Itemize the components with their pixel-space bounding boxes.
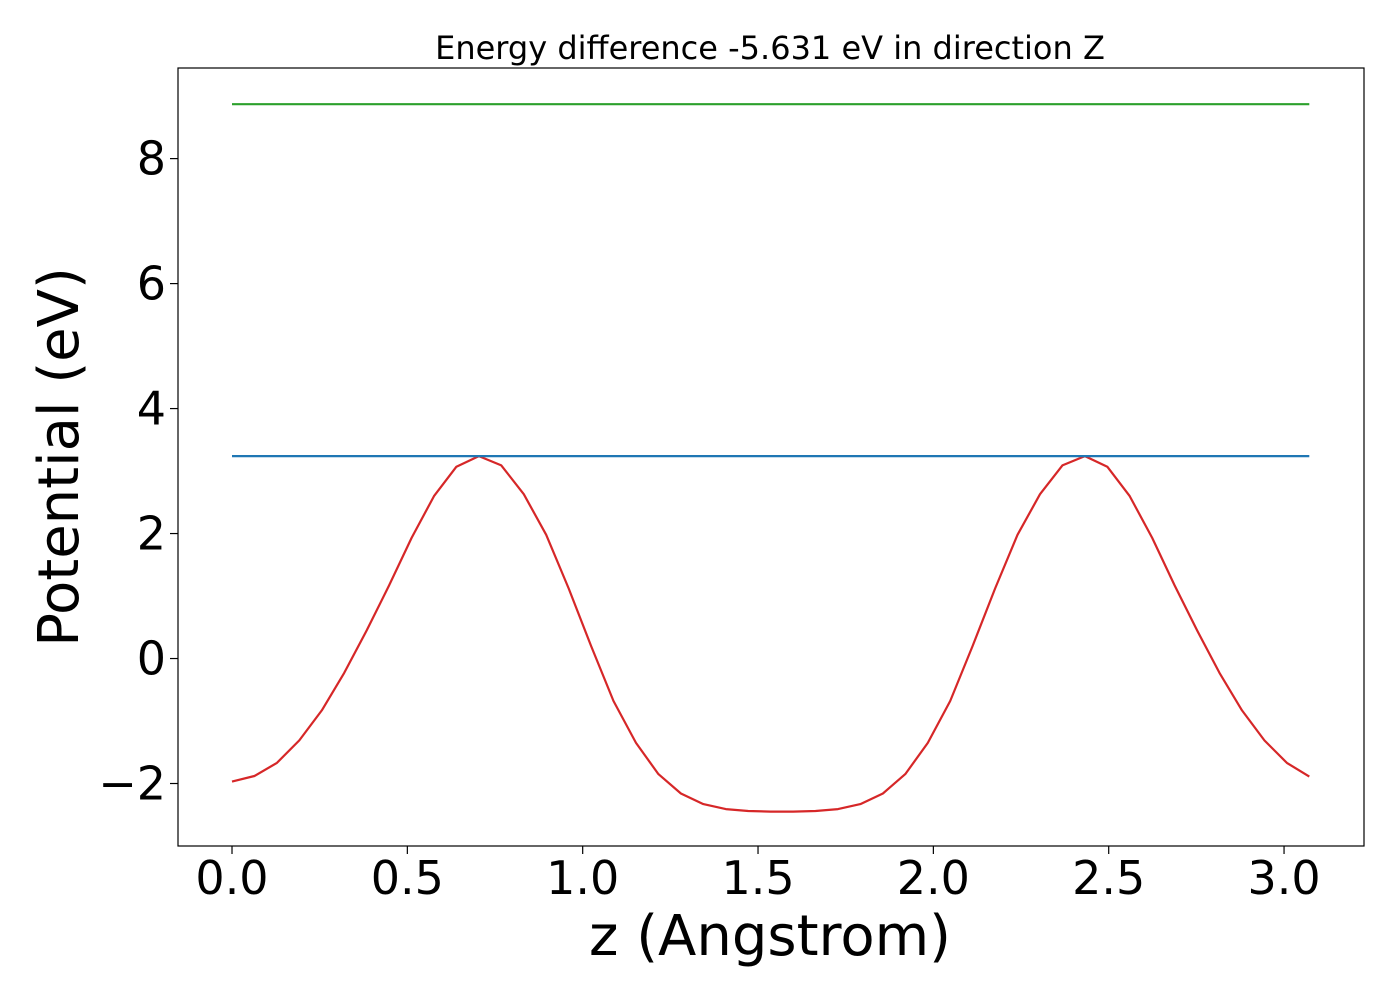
- y-axis-label: Potential (eV): [27, 267, 92, 647]
- y-axis: −2 0 2 4 6 8: [98, 132, 178, 811]
- y-tick-label: 8: [137, 132, 166, 186]
- chart-title: Energy difference -5.631 eV in direction…: [435, 29, 1105, 67]
- y-tick-label: 6: [137, 257, 166, 311]
- y-tick-label: −2: [98, 757, 166, 811]
- x-axis-label: z (Angstrom): [589, 904, 951, 969]
- x-tick-label: 3.0: [1247, 851, 1320, 905]
- x-axis: 0.0 0.5 1.0 1.5 2.0 2.5 3.0: [195, 846, 1321, 905]
- x-tick-label: 0.0: [195, 851, 268, 905]
- series-layer: [231, 103, 1310, 813]
- x-tick-label: 1.0: [546, 851, 619, 905]
- y-tick-label: 0: [137, 632, 166, 686]
- y-tick-label: 4: [137, 382, 166, 436]
- x-tick-label: 2.0: [897, 851, 970, 905]
- x-tick-label: 1.5: [721, 851, 794, 905]
- series-line-potential: [231, 455, 1310, 813]
- x-tick-label: 2.5: [1072, 851, 1145, 905]
- plot-area: [177, 67, 1365, 847]
- x-tick-label: 0.5: [371, 851, 444, 905]
- y-tick-label: 2: [137, 507, 166, 561]
